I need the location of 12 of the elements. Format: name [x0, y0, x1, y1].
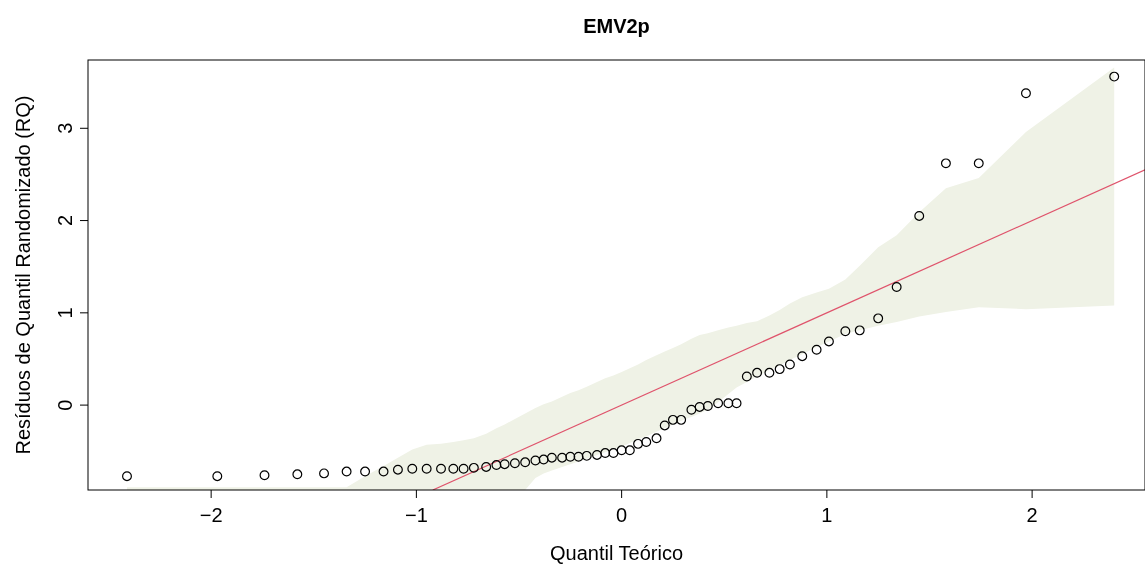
y-tick-label: 2 — [54, 215, 76, 227]
x-tick-label: 1 — [821, 504, 833, 526]
y-tick-label: 0 — [54, 399, 76, 411]
x-axis-title: Quantil Teórico — [549, 542, 684, 564]
y-tick-label: 3 — [54, 122, 76, 134]
x-tick-label: 0 — [616, 504, 628, 526]
y-tick-label: 1 — [54, 307, 76, 319]
x-tick-label: −1 — [404, 504, 428, 526]
y-axis-title: Resíduos de Quantil Randomizado (RQ) — [12, 95, 34, 455]
x-tick-label: 2 — [1026, 504, 1038, 526]
chart-title: EMV2p — [583, 15, 650, 37]
x-tick-label: −2 — [199, 504, 223, 526]
